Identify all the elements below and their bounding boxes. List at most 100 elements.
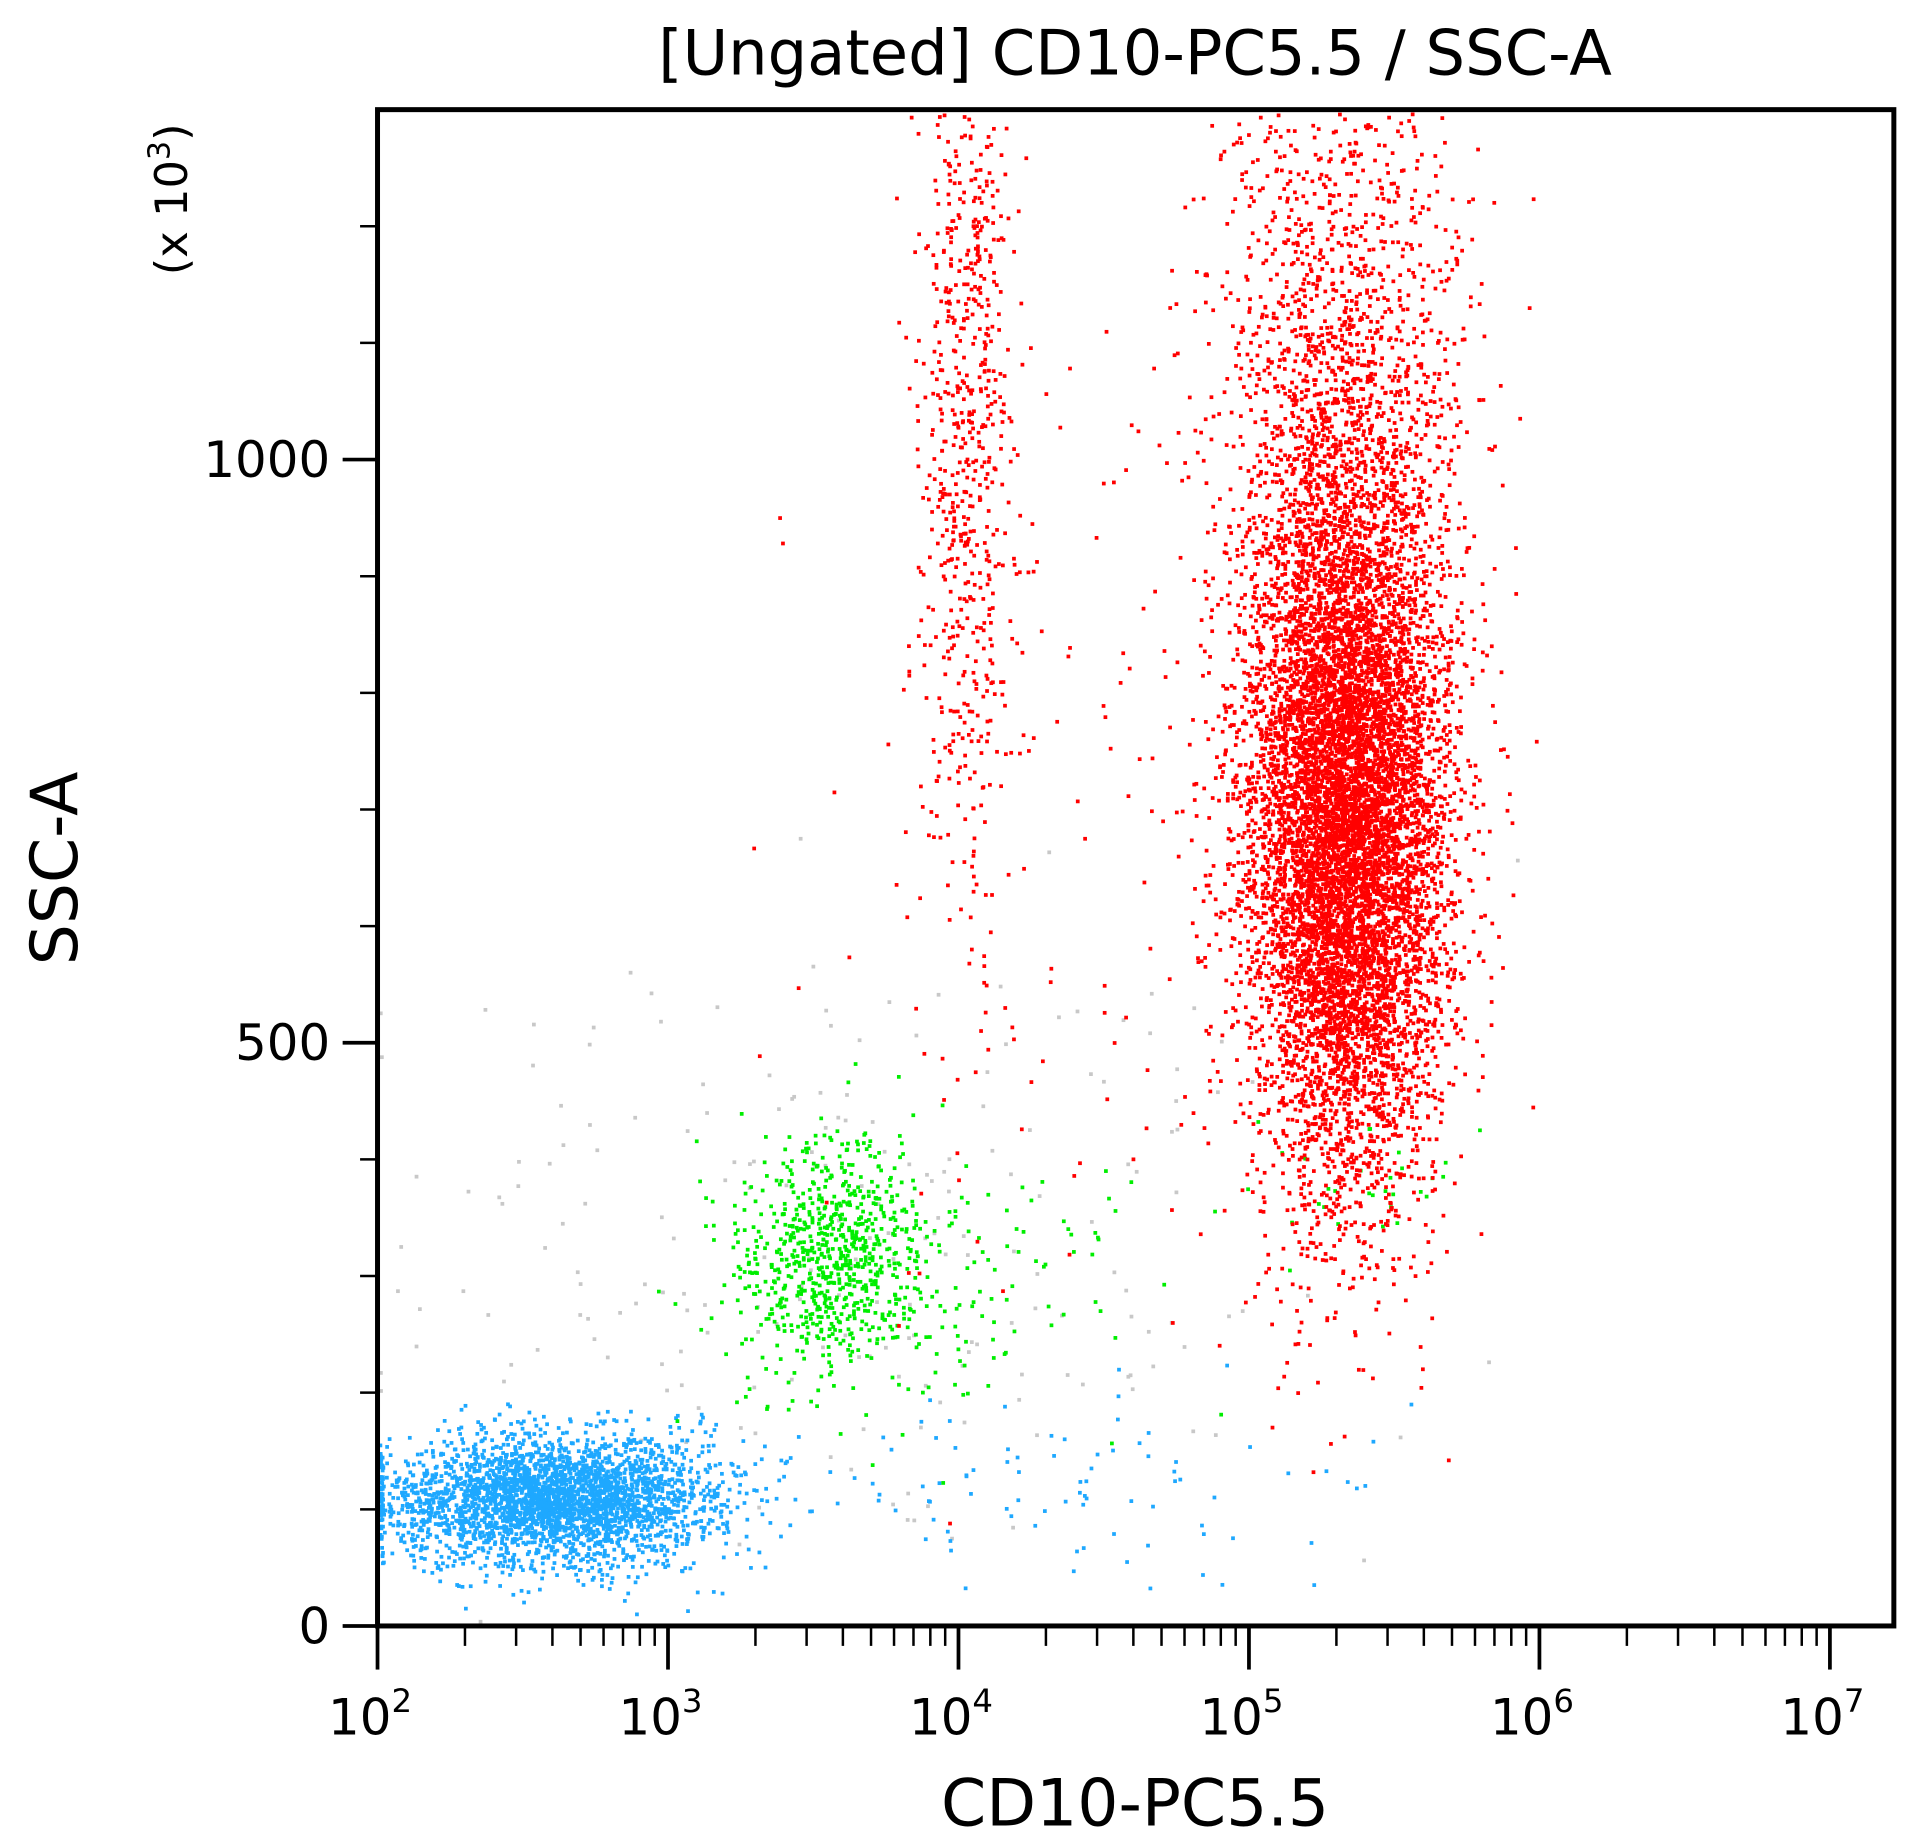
data-point (744, 1337, 748, 1342)
data-point (666, 1563, 671, 1568)
data-point (902, 1311, 906, 1316)
data-point (1082, 1494, 1087, 1498)
data-point (600, 1444, 604, 1448)
data-point (602, 1506, 607, 1511)
data-point (538, 1543, 543, 1548)
data-point (491, 1446, 495, 1451)
data-point (722, 1502, 727, 1507)
data-point (632, 1437, 637, 1442)
data-point (622, 1502, 627, 1507)
data-point (1049, 1433, 1054, 1438)
data-point (413, 1509, 418, 1513)
data-point (483, 1506, 488, 1511)
data-point (837, 1154, 842, 1159)
data-point (499, 1486, 504, 1491)
data-point (854, 1233, 858, 1238)
data-point (549, 1545, 554, 1549)
data-point (776, 1327, 781, 1331)
data-point (508, 1488, 512, 1493)
data-point (908, 1302, 912, 1307)
data-point (701, 1082, 705, 1087)
data-point (473, 1501, 478, 1506)
data-point (1310, 696, 1315, 700)
data-point (816, 1241, 820, 1246)
data-point (1129, 1314, 1134, 1319)
data-point (748, 1162, 752, 1166)
data-point (719, 1502, 724, 1507)
data-point (849, 1263, 853, 1268)
data-point (658, 1481, 663, 1486)
data-point (493, 1524, 498, 1529)
data-point (658, 1495, 663, 1500)
data-point (650, 1437, 654, 1441)
data-point (540, 1561, 545, 1566)
data-point (530, 1520, 535, 1525)
data-point (415, 1534, 420, 1539)
data-point (568, 1526, 573, 1530)
data-point (490, 1485, 495, 1490)
data-point (894, 1302, 898, 1306)
data-point (632, 1447, 637, 1452)
data-point (474, 1452, 479, 1457)
data-point (520, 1426, 525, 1431)
data-point (820, 1155, 825, 1160)
data-point (1286, 841, 1291, 845)
data-point (380, 1468, 385, 1473)
data-point (723, 1178, 728, 1183)
data-point (480, 1546, 485, 1550)
data-point (897, 1374, 901, 1379)
data-point (1323, 1089, 1328, 1094)
data-point (1292, 711, 1296, 716)
data-point (669, 1459, 674, 1464)
data-point (410, 1517, 415, 1521)
data-point (588, 1479, 592, 1484)
data-point (867, 1251, 872, 1256)
data-point (1338, 1238, 1342, 1242)
data-point (496, 1553, 501, 1558)
data-point (493, 1509, 498, 1514)
data-point (453, 1474, 457, 1479)
data-point (483, 1487, 487, 1491)
data-point (738, 1426, 743, 1430)
data-point (530, 1477, 535, 1482)
data-point (493, 1497, 498, 1502)
data-point (388, 1453, 393, 1458)
data-point (561, 1143, 566, 1148)
data-point (629, 1448, 633, 1452)
data-point (520, 1499, 525, 1504)
data-point (829, 1215, 834, 1220)
data-point (865, 1225, 870, 1230)
data-point (511, 1564, 516, 1569)
data-point (652, 1495, 657, 1500)
data-point (664, 1467, 669, 1472)
data-point (562, 1481, 567, 1486)
data-point (534, 1443, 539, 1448)
data-point (650, 1525, 654, 1529)
data-point (1174, 1190, 1179, 1195)
data-point (634, 1533, 639, 1538)
data-point (485, 1532, 490, 1536)
data-point (744, 1534, 749, 1539)
data-point (612, 1432, 617, 1437)
data-point (942, 1169, 947, 1174)
data-point (518, 1466, 523, 1471)
data-point (469, 1478, 474, 1483)
data-point (1259, 867, 1264, 871)
data-point (824, 1309, 828, 1314)
data-point (937, 1249, 942, 1254)
data-point (447, 1528, 452, 1533)
data-point (705, 1470, 710, 1474)
data-point (1276, 389, 1281, 394)
data-point (895, 1275, 899, 1279)
data-point (832, 1311, 837, 1315)
data-point (482, 1534, 486, 1538)
data-point (902, 1207, 907, 1212)
data-point (789, 1233, 794, 1237)
data-point (923, 1537, 928, 1542)
data-point (1304, 854, 1309, 859)
data-point (769, 1262, 774, 1267)
data-point (602, 1474, 607, 1478)
data-point (879, 1270, 884, 1275)
data-point (571, 1549, 576, 1554)
data-point (379, 1512, 383, 1517)
